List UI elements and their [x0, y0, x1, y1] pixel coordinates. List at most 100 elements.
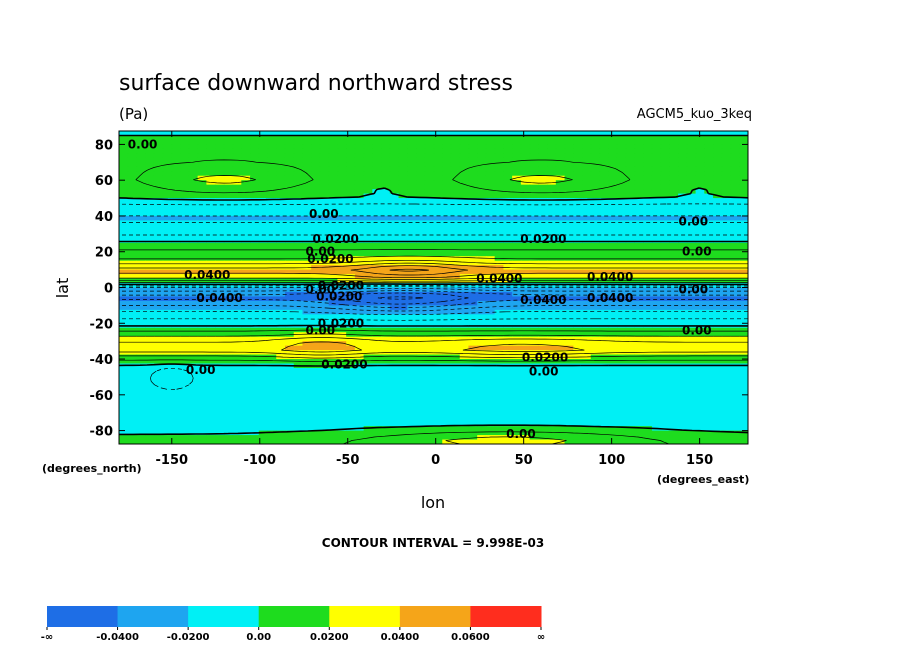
field-cell: [127, 202, 138, 208]
field-cell: [311, 202, 321, 208]
field-cell: [669, 314, 679, 320]
field-cell: [695, 359, 705, 365]
field-cell: [302, 430, 312, 436]
field-cell: [416, 229, 426, 235]
field-cell: [241, 189, 251, 195]
field-cell: [215, 184, 225, 190]
field-cell: [713, 139, 723, 146]
field-cell: [468, 175, 478, 181]
field-cell: [564, 274, 574, 280]
field-cell: [520, 207, 531, 213]
field-cell: [660, 376, 670, 382]
field-cell: [477, 403, 487, 409]
field-cell: [250, 184, 260, 190]
field-cell: [450, 359, 461, 365]
field-cell: [232, 376, 242, 382]
field-cell: [468, 426, 478, 432]
field-cell: [713, 198, 723, 204]
field-cell: [346, 207, 356, 213]
field-cell: [188, 309, 199, 315]
field-cell: [346, 180, 356, 186]
field-cell: [337, 385, 347, 391]
field-cell: [381, 189, 391, 195]
field-cell: [564, 300, 574, 306]
field-cell: [459, 144, 470, 150]
field-cell: [739, 224, 748, 230]
field-cell: [625, 220, 636, 226]
field-cell: [293, 345, 304, 351]
field-cell: [145, 162, 155, 168]
field-cell: [293, 417, 304, 423]
field-cell: [442, 300, 452, 306]
field-cell: [616, 139, 627, 146]
field-cell: [328, 430, 339, 436]
field-cell: [319, 202, 330, 208]
field-cell: [660, 144, 670, 150]
field-cell: [372, 202, 382, 208]
field-cell: [363, 417, 373, 423]
field-cell: [608, 327, 618, 333]
field-cell: [284, 314, 295, 320]
field-cell: [660, 202, 670, 208]
field-cell: [328, 256, 339, 262]
field-cell: [250, 385, 260, 391]
field-cell: [354, 131, 365, 137]
field-cell: [704, 139, 714, 146]
field-cell: [590, 336, 601, 342]
field-cell: [127, 385, 138, 391]
field-cell: [616, 367, 627, 374]
field-cell: [293, 260, 304, 266]
field-cell: [206, 153, 216, 159]
field-cell: [346, 430, 356, 436]
field-cell: [433, 184, 443, 190]
field-cell: [162, 399, 173, 405]
field-cell: [424, 372, 435, 378]
field-cell: [634, 180, 644, 186]
field-cell: [433, 162, 443, 168]
field-cell: [250, 260, 260, 266]
field-cell: [616, 220, 627, 226]
field-cell: [389, 153, 400, 159]
field-cell: [258, 283, 269, 289]
field-cell: [660, 417, 670, 423]
field-cell: [424, 283, 435, 289]
field-cell: [162, 153, 173, 159]
field-cell: [407, 426, 417, 432]
field-cell: [704, 350, 714, 356]
field-cell: [634, 260, 644, 266]
field-cell: [416, 300, 426, 306]
field-cell: [293, 291, 304, 298]
field-cell: [311, 269, 321, 275]
field-cell: [538, 332, 548, 338]
field-cell: [686, 215, 697, 222]
field-cell: [267, 166, 277, 172]
field-cell: [319, 332, 330, 338]
field-cell: [442, 207, 452, 213]
field-cell: [730, 224, 740, 230]
field-cell: [311, 367, 321, 374]
field-cell: [206, 184, 216, 190]
field-cell: [485, 345, 496, 351]
field-cell: [494, 367, 504, 374]
field-cell: [127, 287, 138, 293]
field-cell: [180, 175, 190, 181]
field-cell: [241, 350, 251, 356]
field-cell: [328, 417, 339, 423]
field-cell: [678, 376, 688, 382]
field-cell: [625, 359, 636, 365]
field-cell: [258, 148, 269, 154]
field-cell: [223, 211, 234, 217]
field-cell: [704, 189, 714, 195]
field-cell: [284, 193, 295, 199]
field-cell: [197, 189, 207, 195]
field-cell: [433, 242, 443, 248]
field-cell: [424, 309, 435, 315]
field-cell: [389, 269, 400, 275]
field-cell: [372, 260, 382, 266]
field-cell: [407, 390, 417, 396]
field-cell: [119, 394, 129, 400]
field-cell: [416, 202, 426, 208]
field-cell: [171, 144, 181, 150]
field-cell: [660, 336, 670, 342]
field-cell: [337, 403, 347, 409]
